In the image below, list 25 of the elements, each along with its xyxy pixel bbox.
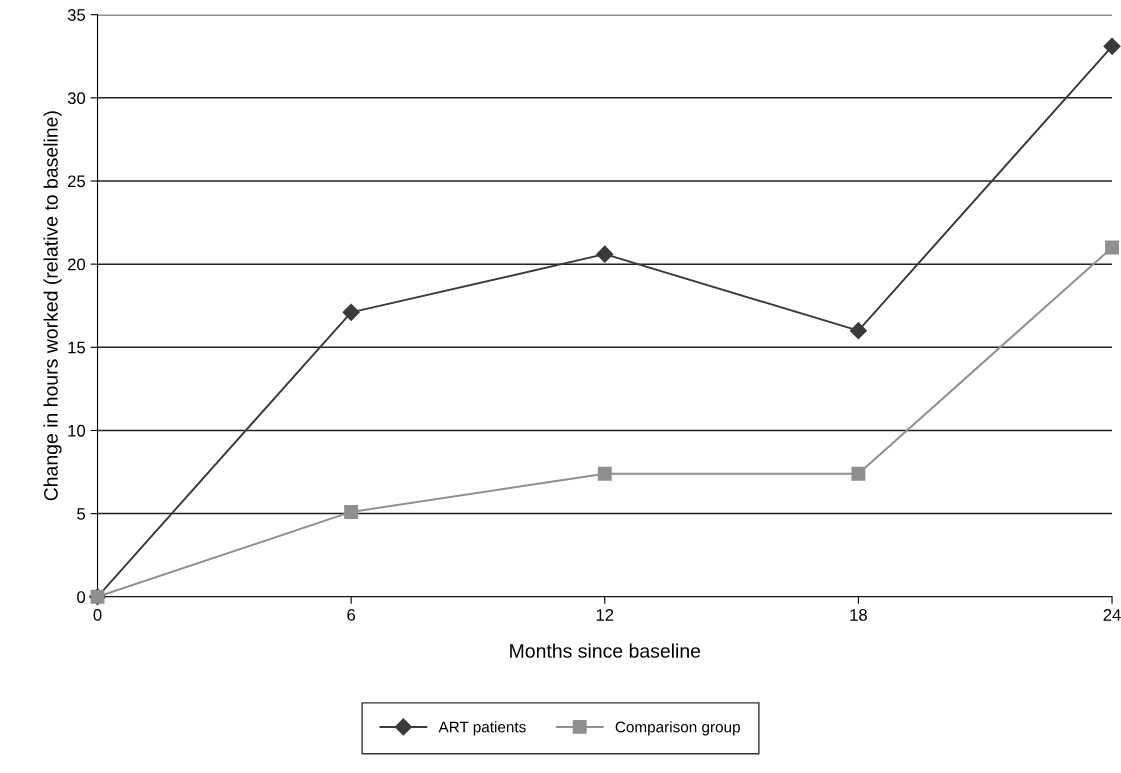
- y-tick-label: 15: [68, 341, 86, 354]
- y-tick-label: 0: [77, 591, 86, 603]
- point: [1103, 37, 1121, 55]
- legend-label: Comparison group: [615, 721, 740, 736]
- point: [342, 303, 360, 321]
- x-tick-label: 18: [850, 609, 867, 621]
- point: [849, 322, 867, 340]
- point: [597, 466, 612, 481]
- y-tick-label: 10: [68, 424, 86, 437]
- point: [596, 245, 614, 263]
- x-tick-label: 6: [347, 609, 356, 621]
- point: [1105, 240, 1119, 255]
- x-tick-label: 0: [93, 609, 102, 621]
- x-tick-label: 12: [596, 609, 614, 621]
- y-tick-label: 25: [68, 175, 86, 188]
- y-axis-title: Change in hours worked (relative to baseline): [43, 111, 62, 501]
- x-axis-title: Months since baseline: [510, 643, 701, 658]
- y-tick-label: 30: [67, 92, 86, 105]
- point: [344, 504, 359, 519]
- y-tick-label: 35: [67, 9, 86, 21]
- x-tick-label: 24: [1103, 609, 1121, 621]
- point: [851, 466, 866, 481]
- y-tick-label: 5: [77, 508, 86, 520]
- y-tick-label: 20: [68, 258, 86, 271]
- legend-label: ART patients: [438, 721, 526, 736]
